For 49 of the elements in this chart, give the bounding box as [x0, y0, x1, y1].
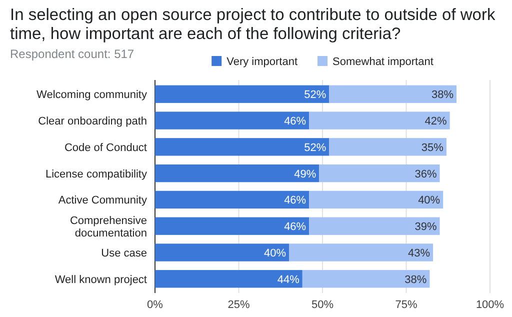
data-label: 35%	[421, 142, 444, 154]
data-label: 42%	[424, 116, 448, 128]
y-tick-label: Code of Conduct	[64, 142, 147, 154]
bar	[155, 164, 320, 182]
data-label: 52%	[304, 142, 326, 154]
bar	[309, 112, 450, 130]
y-tick-label: Comprehensive documentation	[70, 214, 147, 240]
data-label: 38%	[431, 89, 454, 102]
y-tick-label: Clear onboarding path	[38, 116, 147, 128]
bar	[329, 85, 456, 103]
x-tick-label: 100%	[476, 298, 504, 311]
y-tick-label: Well known project	[54, 274, 147, 286]
data-label: 40%	[264, 247, 286, 260]
legend-label: Very important	[226, 56, 298, 68]
bar	[309, 190, 444, 209]
chart-title: In selecting an open source project to contribute to outside of work time, how important are each of the following criteria?	[10, 6, 496, 43]
bar	[309, 217, 440, 235]
bar	[302, 270, 430, 288]
bar	[289, 244, 434, 262]
bar	[155, 190, 310, 209]
bar	[329, 138, 446, 156]
bar	[155, 112, 310, 130]
data-label: 49%	[294, 168, 316, 180]
data-label: 44%	[277, 274, 300, 286]
bar	[319, 164, 440, 182]
legend-label: Somewhat important	[332, 56, 434, 68]
chart-subtitle: Respondent count: 517	[10, 47, 134, 61]
bar	[155, 138, 330, 156]
x-tick-label: 0%	[147, 298, 164, 311]
data-label: 39%	[414, 221, 437, 234]
data-label: 46%	[284, 116, 306, 128]
x-tick-label: 50%	[311, 298, 334, 311]
data-label: 46%	[284, 221, 306, 234]
bar	[155, 217, 310, 235]
data-label: 40%	[418, 194, 440, 207]
data-label: 36%	[414, 168, 437, 180]
data-label: 46%	[284, 194, 306, 207]
y-tick-label: Use case	[101, 247, 147, 260]
x-tick-label: 25%	[228, 298, 250, 311]
y-tick-label: License compatibility	[46, 168, 148, 180]
bar	[155, 270, 302, 288]
data-label: 38%	[404, 274, 427, 286]
data-label: 52%	[304, 89, 326, 102]
bar	[155, 244, 289, 262]
y-tick-label: Welcoming community	[36, 89, 148, 102]
bar	[155, 85, 330, 103]
data-label: 43%	[408, 247, 430, 260]
x-tick-label: 75%	[395, 298, 418, 311]
y-tick-label: Active Community	[58, 194, 148, 207]
